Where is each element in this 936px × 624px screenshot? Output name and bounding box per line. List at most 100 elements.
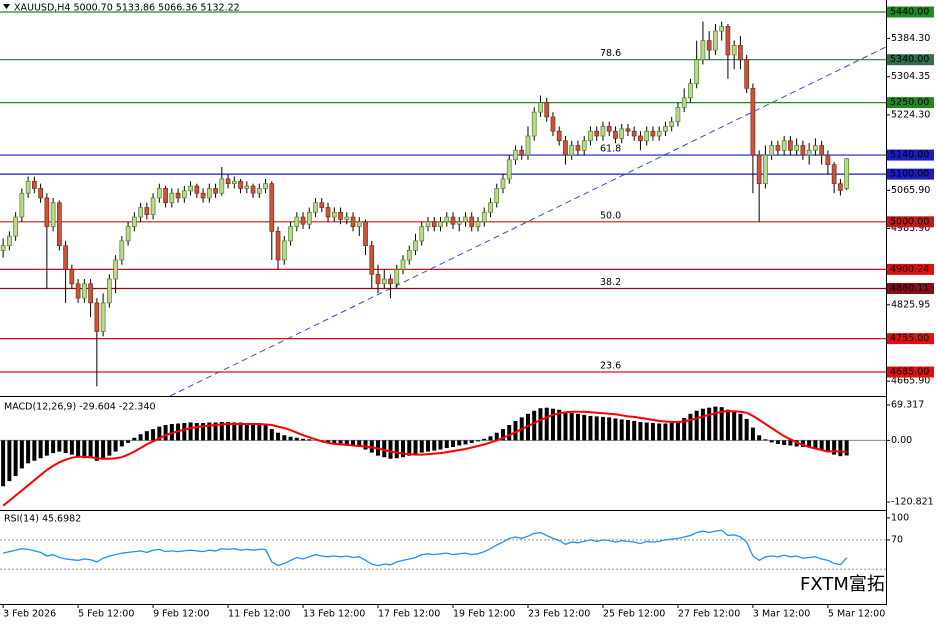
candle-body [431,221,437,227]
macd-bar [800,440,805,447]
macd-bar [594,416,599,441]
macd-bar [19,440,24,469]
fib-label: 61.8 [600,144,621,155]
macd-bar [813,440,818,449]
candle-body [0,245,6,251]
x-tick-label: 3 Mar 12:00 [753,609,810,620]
macd-bar [38,440,43,459]
x-tick-label: 9 Feb 12:00 [153,609,209,620]
macd-bar [625,419,630,441]
candle-body [75,283,81,299]
candle-body [525,135,531,156]
y-tick-label: 4665.90 [891,376,930,387]
rsi-line [2,529,848,567]
macd-bar [344,440,349,445]
macd-bar [532,410,537,441]
y-tick-label: 100 [891,512,909,523]
macd-bar [450,440,455,447]
candle-body [13,216,18,237]
macd-bar [244,423,249,441]
macd-bar [113,440,118,452]
candle-body [69,269,75,285]
x-tick-label: 17 Feb 12:00 [378,609,440,620]
macd-bar [688,413,693,441]
macd-bar [650,423,655,441]
candle-body [731,45,737,56]
candle-body [606,126,612,132]
macd-bar [382,440,387,458]
macd-bar [469,440,474,443]
macd-bar [63,440,68,454]
macd-bar [475,440,480,442]
macd-bar [713,406,718,441]
candle-body [281,240,287,261]
macd-bar [7,440,12,482]
macd-bar [757,435,762,441]
candle-body [619,128,625,139]
macd-bar [463,440,468,445]
macd-bar [488,436,493,441]
macd-bar [700,408,705,441]
candle-body [538,102,543,113]
candle-body [763,154,768,185]
macd-bar [707,407,712,441]
candle-body [656,130,662,137]
macd-bar [82,440,87,459]
macd-bar [57,440,62,452]
y-tick-label: 5304.35 [891,71,930,82]
macd-bar [94,440,99,461]
candle-body [213,188,218,194]
candle-body [481,211,487,223]
x-tick-label: 3 Feb 2026 [3,609,56,620]
macd-bar [126,440,131,443]
macd-bar [807,440,812,448]
candle-body [444,216,450,223]
candle-body [231,180,237,185]
candle-body [63,245,68,270]
macd-bar [725,409,730,441]
macd-bar [582,414,587,441]
macd-title: MACD(12,26,9) -29.604 -22.340 [4,402,156,413]
candle-body [631,130,637,137]
macd-bar [263,425,268,441]
candle-body [188,185,193,192]
macd-bar [669,423,674,441]
candle-body [825,154,831,165]
macd-bar [101,440,106,459]
candle-body [469,216,475,227]
candle-body [7,235,12,247]
candle-body [250,185,256,194]
candle-body [756,154,762,185]
candle-body [388,278,393,285]
macd-bar [44,440,49,456]
macd-bar [638,421,643,441]
macd-bar [407,440,412,456]
macd-bar [401,440,406,458]
macd-bar [825,440,830,452]
macd-bar [494,432,499,441]
macd-bar [732,411,737,441]
macd-bar [738,413,743,441]
marks: 5384.30 5304.35 5224.30 5065.90 4985.90 4825.… [0,6,934,620]
candle-body [688,83,693,99]
macd-bar [538,408,543,441]
macd-bar [207,422,212,441]
candle-body [513,149,518,161]
fib-label: 38.2 [600,277,621,288]
watermark: FXTM富拓 [800,574,885,595]
macd-bar [201,423,206,441]
candle-body [675,107,681,123]
candle-body [600,126,606,137]
candle-body [200,192,206,199]
candle-body [500,178,506,189]
macd-bar [182,423,187,441]
macd-bar [744,418,749,441]
y-tick-label: 4985.90 [891,223,930,234]
x-tick-label: 11 Feb 12:00 [228,609,290,620]
macd-bar [76,440,81,457]
fib-label: 78.6 [600,48,621,59]
macd-bar [13,440,18,477]
candle-body [19,192,25,218]
level-label: 4900.24 [890,264,929,275]
